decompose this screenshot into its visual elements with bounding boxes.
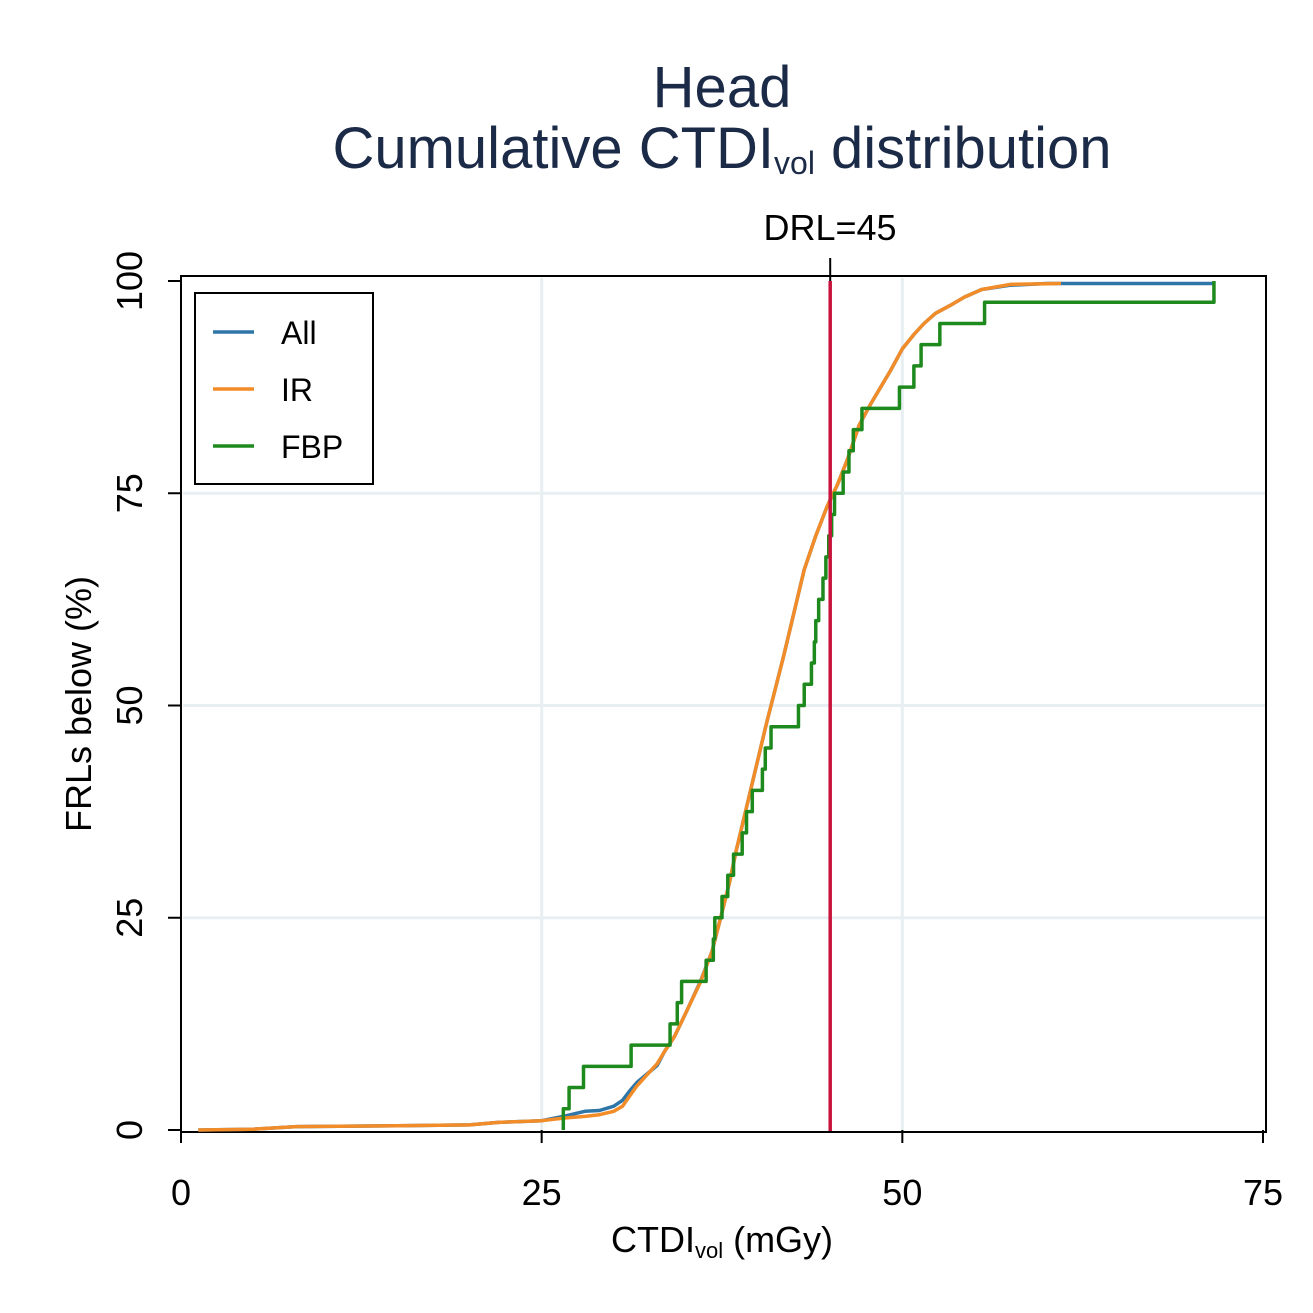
ticks: 0 25 50 75 0 25 50 75 100	[109, 251, 1283, 1213]
chart-title-rest: distribution	[815, 116, 1112, 181]
y-tick-label-100: 100	[109, 251, 150, 311]
axes	[180, 276, 1266, 1133]
legend: All IR FBP	[194, 292, 374, 485]
drl-label: DRL=45	[763, 207, 896, 248]
chart-title-main: Cumulative CTDI	[332, 116, 774, 181]
y-axis-label: FRLs below (%)	[58, 576, 99, 832]
chart-title-subscript: vol	[774, 145, 815, 181]
x-axis-label: CTDIvol (mGy)	[611, 1219, 833, 1263]
y-tick-label-75: 75	[109, 473, 150, 513]
x-tick-label-75: 75	[1243, 1172, 1283, 1213]
series-line-fbp	[561, 281, 1216, 1130]
series-line-ir	[198, 281, 1062, 1132]
y-tick-label-50: 50	[109, 685, 150, 725]
grid	[183, 278, 1265, 1131]
x-tick-label-25: 25	[522, 1172, 562, 1213]
x-tick-label-50: 50	[882, 1172, 922, 1213]
x-axis-label-rest: (mGy)	[723, 1219, 833, 1260]
chart-title-line2: Cumulative CTDIvol distribution	[332, 116, 1111, 181]
x-axis-label-main: CTDI	[611, 1219, 695, 1260]
y-tick-label-0: 0	[109, 1120, 150, 1140]
series-layer	[198, 281, 1216, 1132]
x-axis-label-subscript: vol	[695, 1238, 723, 1263]
chart-title-line1: Head	[653, 55, 792, 120]
legend-label-all: All	[281, 315, 317, 351]
y-tick-label-25: 25	[109, 898, 150, 938]
x-tick-label-0: 0	[171, 1172, 191, 1213]
legend-label-fbp: FBP	[281, 429, 343, 465]
legend-label-ir: IR	[281, 372, 313, 408]
